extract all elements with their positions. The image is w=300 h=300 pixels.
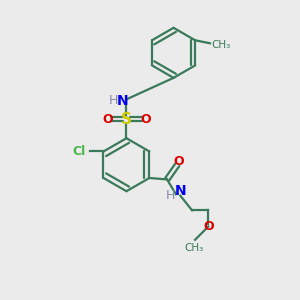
Text: N: N xyxy=(175,184,186,198)
Text: Cl: Cl xyxy=(73,145,86,158)
Text: O: O xyxy=(140,112,151,126)
Text: CH₃: CH₃ xyxy=(212,40,231,50)
Text: O: O xyxy=(102,112,113,126)
Text: N: N xyxy=(117,94,129,108)
Text: H: H xyxy=(166,189,175,202)
Text: O: O xyxy=(203,220,214,233)
Text: O: O xyxy=(173,155,184,168)
Text: H: H xyxy=(109,94,118,107)
Text: CH₃: CH₃ xyxy=(184,243,203,253)
Text: S: S xyxy=(121,112,132,127)
